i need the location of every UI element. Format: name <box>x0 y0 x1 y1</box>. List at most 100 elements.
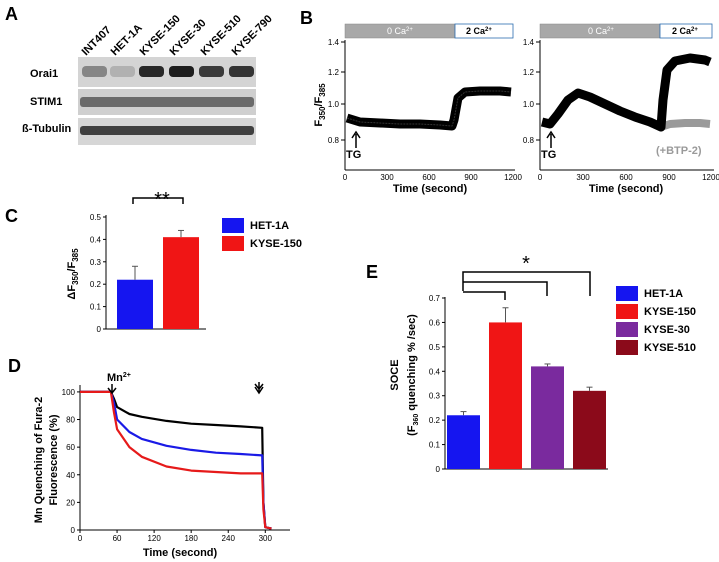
tick-label: 20 <box>66 498 75 507</box>
tick-label: 0.1 <box>429 441 441 450</box>
legend-swatch <box>616 340 638 355</box>
tick-label: 0 <box>71 526 76 535</box>
condition-label-2ca: 2 Ca2+ <box>466 26 492 36</box>
trace-left: 0 Ca2+ 2 Ca2+ 0.8 1.0 1.2 1.4 0 300 600 … <box>328 23 523 195</box>
tick-label: 1200 <box>702 173 719 182</box>
x-axis-label: Time (second) <box>143 547 218 559</box>
tick-label: 0.1 <box>90 303 102 312</box>
tick-label: 0 <box>97 325 102 334</box>
y-axis-label-line2: Fluorescence (%) <box>48 414 60 505</box>
bar <box>531 366 564 469</box>
panel-label-c: C <box>5 206 18 226</box>
y-axis-label-line1: SOCE <box>389 359 401 390</box>
tick-label: 300 <box>380 173 394 182</box>
significance-marker: ** <box>154 189 170 211</box>
bracket <box>463 281 548 296</box>
chart-c: 0 0.1 0.2 0.3 0.4 0.5 ** ΔF350/F385 HET-1A KYS… <box>66 189 302 334</box>
legend-label: KYSE-510 <box>644 342 696 354</box>
tick-label: 300 <box>576 173 590 182</box>
y-ticks: 0 0.1 0.2 0.3 0.4 0.5 <box>90 213 106 334</box>
blot-row-label: Orai1 <box>30 68 58 80</box>
tick-label: 1.0 <box>523 100 535 109</box>
tubulin-bands <box>80 126 254 135</box>
tick-label: 0.3 <box>90 258 102 267</box>
orai1-bands <box>82 66 254 77</box>
tick-label: 0 <box>78 534 83 543</box>
blot-band <box>169 66 194 77</box>
trace-right: 0 Ca2+ 2 Ca2+ 0.8 1.0 1.2 1.4 0 300 600 … <box>523 23 719 195</box>
series-line-red <box>80 390 272 530</box>
bar <box>117 279 153 329</box>
tick-label: 0.7 <box>429 294 441 303</box>
tick-label: 1.4 <box>523 38 535 47</box>
bars <box>117 229 199 329</box>
blot-band <box>229 66 254 77</box>
legend-label: HET-1A <box>250 220 289 232</box>
tick-label: 1200 <box>504 173 522 182</box>
blot-band <box>80 126 254 135</box>
tick-label: 300 <box>259 534 273 543</box>
series-line-black <box>80 390 272 530</box>
blot-band <box>110 66 135 77</box>
y-axis-label-line2: (F360 quenching % /sec) <box>406 314 420 436</box>
legend-swatch <box>222 236 244 251</box>
arrow-down-icon <box>107 384 117 395</box>
tick-label: 900 <box>662 173 676 182</box>
tick-label: 0.8 <box>523 136 535 145</box>
tick-label: 60 <box>113 534 122 543</box>
blot-band <box>199 66 224 77</box>
tick-label: 180 <box>184 534 198 543</box>
tick-label: 100 <box>62 388 76 397</box>
legend-swatch <box>616 286 638 301</box>
condition-bar-2ca <box>454 23 514 39</box>
x-ticks: 0 300 600 900 1200 <box>343 173 523 182</box>
tick-label: 600 <box>619 173 633 182</box>
trace-left-main <box>345 86 512 131</box>
tick-label: 1.0 <box>328 100 340 109</box>
blot-lane-labels: INT407 HET-1A KYSE-150 KYSE-30 KYSE-510 … <box>80 13 275 58</box>
bar <box>447 415 480 469</box>
tick-label: 0.5 <box>429 343 441 352</box>
tick-label: 40 <box>66 471 75 480</box>
blot-row-label: STIM1 <box>30 96 62 108</box>
tick-label: 120 <box>147 534 161 543</box>
chart-e: 0 0.1 0.2 0.3 0.4 0.5 0.6 0.7 * SOCE (F360 quen… <box>389 253 696 474</box>
y-ticks: 0.8 1.0 1.2 1.4 <box>328 38 345 145</box>
panel-label-a: A <box>5 4 18 24</box>
y-axis-label-line1: Mn Quenching of Fura-2 <box>33 397 45 524</box>
stim1-bands <box>80 97 254 107</box>
bar <box>489 322 522 469</box>
legend-label: KYSE-150 <box>250 238 302 250</box>
tick-label: 1.2 <box>523 68 535 77</box>
blot-band <box>80 97 254 107</box>
blot-band <box>82 66 107 77</box>
bar <box>163 237 199 329</box>
tick-label: 0.8 <box>328 136 340 145</box>
y-ticks: 0 0.1 0.2 0.3 0.4 0.5 0.6 0.7 <box>429 294 445 474</box>
panel-label-e: E <box>366 262 378 282</box>
tick-label: 0 <box>343 173 348 182</box>
lane-label: INT407 <box>80 24 114 58</box>
y-axis-label: ΔF350/F385 <box>66 248 80 300</box>
tick-label: 0.2 <box>429 416 441 425</box>
condition-bar-2ca <box>659 23 713 39</box>
condition-label-0ca: 0 Ca2+ <box>387 26 413 36</box>
panel-label-b: B <box>300 8 313 28</box>
chart-d: 0 60 120 180 240 300 0 20 40 60 80 100 Mn2+ Mn Quen… <box>33 372 290 559</box>
tick-label: 60 <box>66 443 75 452</box>
tick-label: 0.5 <box>90 213 102 222</box>
tick-label: 0.3 <box>429 392 441 401</box>
y-ticks: 0.8 1.0 1.2 1.4 <box>523 38 540 145</box>
tg-label: TG <box>541 149 556 161</box>
tg-label: TG <box>346 149 361 161</box>
legend-label: KYSE-30 <box>644 324 690 336</box>
series-lines <box>80 390 272 530</box>
y-axis-label-b: F350/F385 <box>313 83 327 127</box>
tick-label: 0.2 <box>90 280 102 289</box>
bars <box>447 307 606 469</box>
legend: HET-1A KYSE-150 KYSE-30 KYSE-510 <box>616 286 696 355</box>
condition-label-2ca: 2 Ca2+ <box>672 26 698 36</box>
significance-bracket <box>132 197 184 204</box>
panel-label-d: D <box>8 356 21 376</box>
